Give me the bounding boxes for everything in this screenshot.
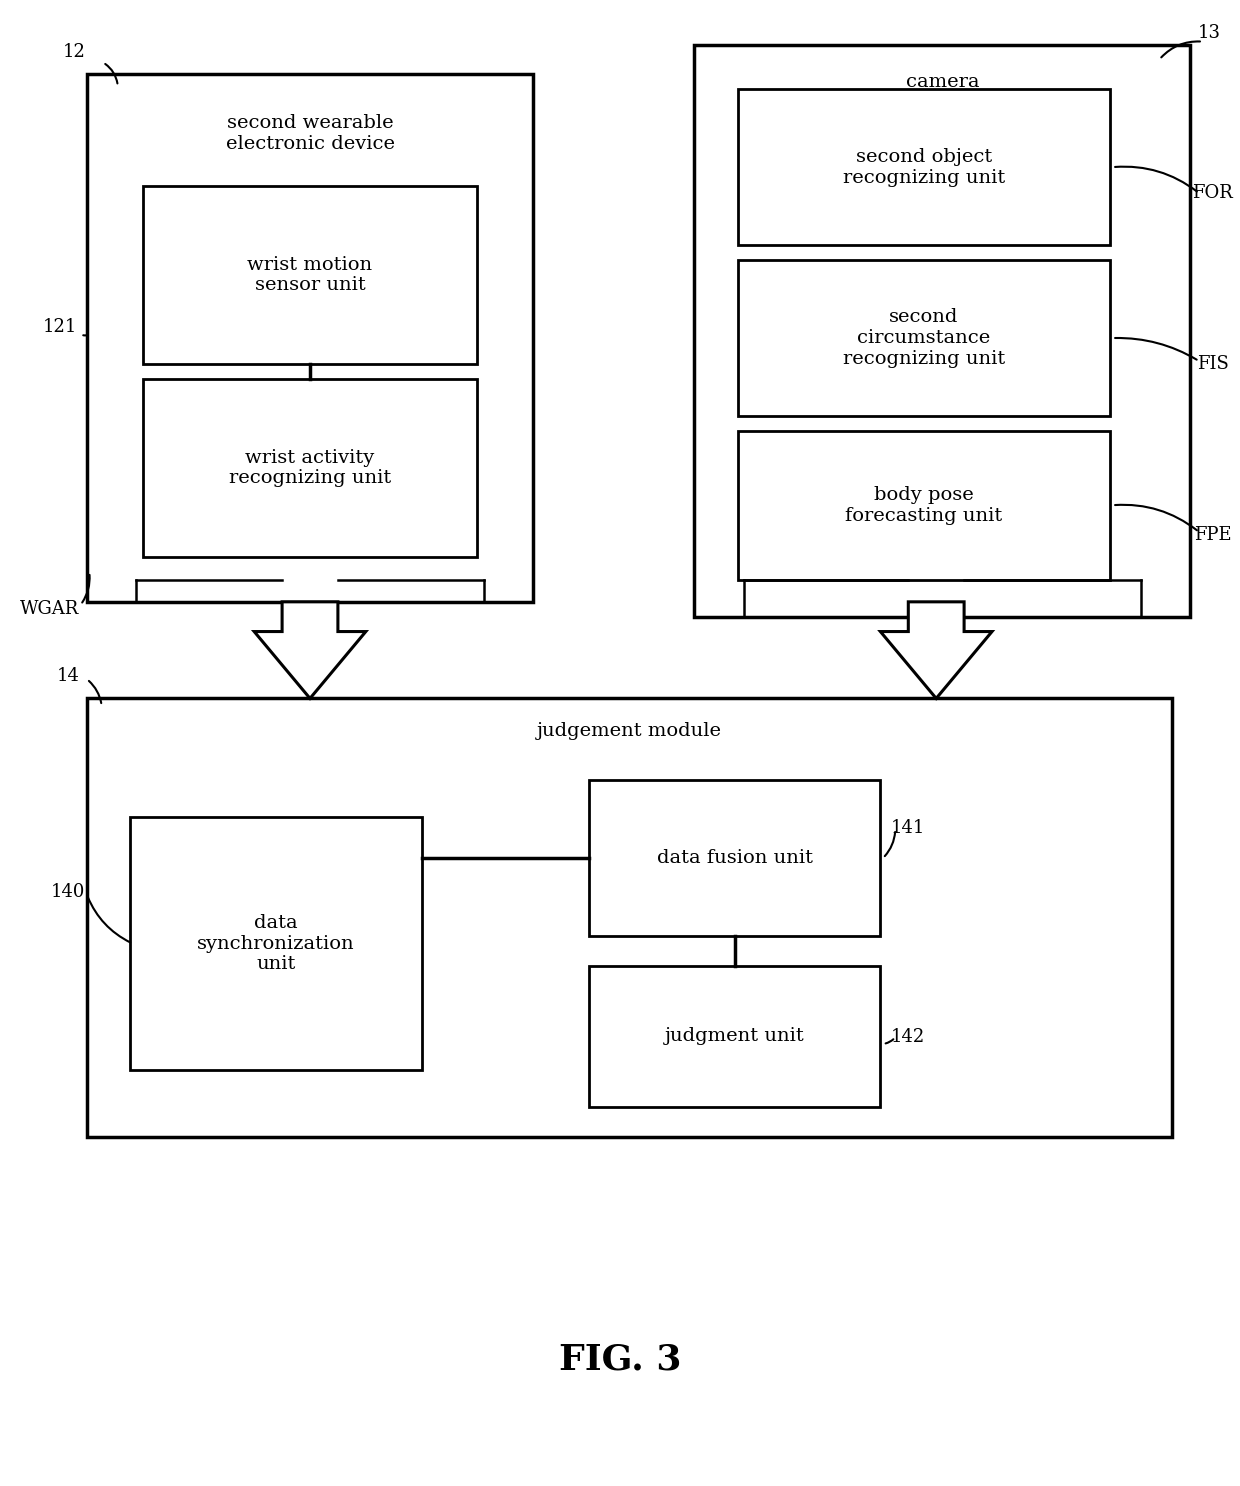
Polygon shape (880, 602, 992, 698)
Text: FOR: FOR (1193, 184, 1233, 202)
Bar (87, 74, 533, 602)
Bar (589, 780, 880, 936)
Text: second wearable
electronic device: second wearable electronic device (226, 114, 394, 153)
Bar (738, 260, 1110, 416)
Bar (87, 698, 1172, 1137)
Bar (694, 45, 1190, 617)
Bar (130, 817, 422, 1070)
Text: second object
recognizing unit: second object recognizing unit (843, 147, 1004, 187)
Text: 142: 142 (890, 1028, 925, 1046)
Text: wrist activity
recognizing unit: wrist activity recognizing unit (229, 449, 391, 487)
Bar (738, 431, 1110, 580)
Text: 14: 14 (57, 667, 79, 685)
Text: 13: 13 (1198, 24, 1220, 42)
Text: 141: 141 (890, 819, 925, 837)
Bar (738, 89, 1110, 245)
Polygon shape (254, 602, 366, 698)
Bar (589, 966, 880, 1107)
Text: data
synchronization
unit: data synchronization unit (197, 914, 355, 973)
Text: WGAR: WGAR (20, 600, 79, 618)
Bar (143, 186, 477, 364)
Text: FPE: FPE (1194, 526, 1231, 544)
Text: 12: 12 (63, 43, 86, 61)
Text: wrist motion
sensor unit: wrist motion sensor unit (248, 256, 372, 294)
Text: 121: 121 (42, 318, 77, 336)
Text: body pose
forecasting unit: body pose forecasting unit (846, 486, 1002, 525)
Text: judgement module: judgement module (537, 722, 722, 740)
Text: 140: 140 (51, 883, 86, 901)
Text: FIS: FIS (1197, 355, 1229, 373)
Text: judgment unit: judgment unit (665, 1027, 805, 1046)
Text: second
circumstance
recognizing unit: second circumstance recognizing unit (843, 308, 1004, 369)
Bar (143, 379, 477, 557)
Text: camera: camera (905, 73, 980, 91)
Text: data fusion unit: data fusion unit (657, 849, 812, 868)
Text: FIG. 3: FIG. 3 (559, 1343, 681, 1376)
